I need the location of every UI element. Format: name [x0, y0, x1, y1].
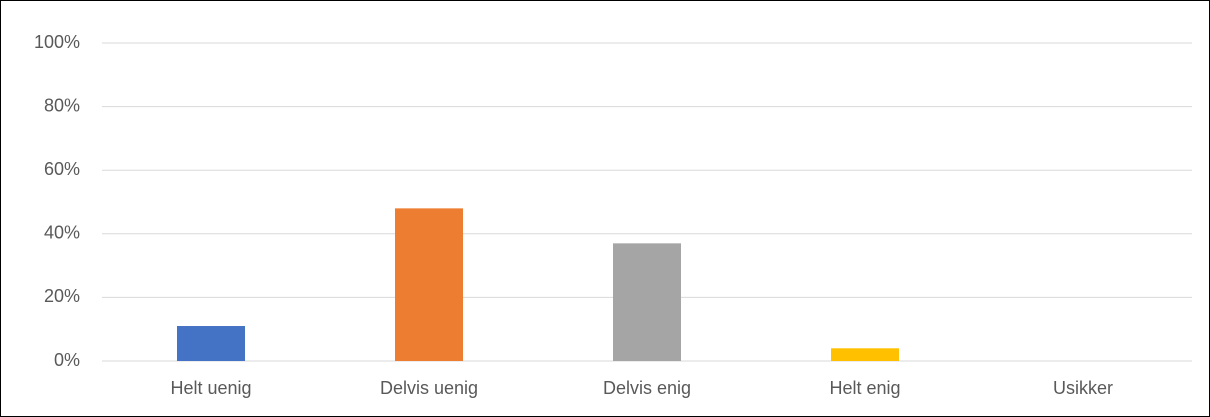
y-tick-label: 100%	[34, 32, 80, 52]
y-tick-label: 40%	[44, 223, 80, 243]
x-tick-label: Usikker	[1053, 378, 1113, 398]
bar	[831, 348, 899, 361]
y-tick-label: 20%	[44, 286, 80, 306]
y-tick-label: 0%	[54, 350, 80, 370]
bar	[177, 326, 245, 361]
x-tick-label: Delvis enig	[603, 378, 691, 398]
x-tick-label: Helt enig	[829, 378, 900, 398]
bar	[613, 243, 681, 361]
bar	[395, 208, 463, 361]
x-tick-label: Delvis uenig	[380, 378, 478, 398]
y-tick-label: 60%	[44, 159, 80, 179]
y-tick-label: 80%	[44, 95, 80, 115]
x-tick-label: Helt uenig	[170, 378, 251, 398]
